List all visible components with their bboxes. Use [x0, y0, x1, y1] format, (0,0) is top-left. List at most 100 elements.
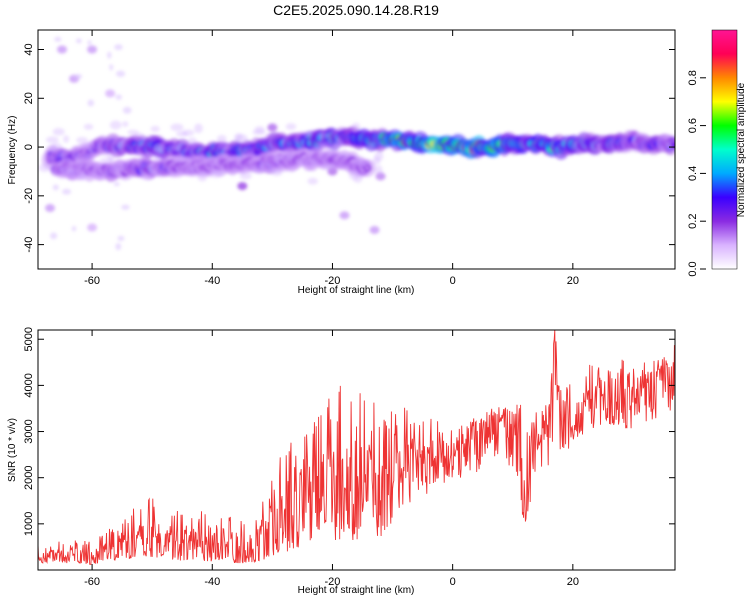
heatmap-speckle	[54, 36, 62, 42]
heatmap-speckle	[87, 99, 95, 107]
heatmap-speckle	[149, 167, 157, 178]
colorbar-tick-label: 0.4	[687, 166, 699, 181]
heatmap-speckle	[174, 143, 183, 150]
colorbar-gradient	[711, 29, 738, 270]
spectrogram-frame	[37, 29, 676, 270]
heatmap-speckle	[174, 153, 184, 162]
heatmap-speckle	[170, 123, 184, 132]
heatmap-speckle	[322, 164, 336, 171]
heatmap-speckle	[127, 129, 139, 135]
heatmap-speckle	[84, 153, 96, 160]
heatmap-speckle	[186, 167, 197, 173]
heatmap-speckle	[270, 166, 283, 177]
heatmap-blobs	[38, 36, 675, 251]
heatmap-speckle	[62, 188, 72, 195]
heatmap-speckle	[150, 125, 160, 132]
heatmap-speckle	[75, 157, 83, 164]
x-tick-label: -40	[204, 576, 220, 588]
x-tick-label: 0	[450, 576, 456, 588]
heatmap-speckle	[75, 38, 82, 44]
snr-line	[38, 330, 675, 565]
heatmap-core	[364, 166, 370, 170]
heatmap-speckle	[142, 154, 150, 159]
heatmap-speckle	[87, 40, 92, 46]
heatmap-speckle	[331, 143, 342, 148]
x-tick-label: 20	[567, 576, 579, 588]
heatmap-speckle	[52, 184, 59, 191]
heatmap-speckle	[114, 44, 123, 51]
heatmap-speckle	[58, 166, 72, 175]
heatmap-speckle	[45, 204, 56, 213]
colorbar: 0.0 0.2 0.4 0.6 0.8 Normalized spectral ampl…	[687, 29, 747, 277]
heatmap-speckle	[122, 121, 129, 127]
heatmap-speckle	[113, 182, 120, 187]
snr-xlabel: Height of straight line (km)	[298, 585, 415, 596]
snr-series-line	[38, 330, 675, 565]
heatmap-speckle	[116, 70, 126, 77]
colorbar-ticks: 0.0 0.2 0.4 0.6 0.8	[687, 70, 706, 277]
heatmap-speckle	[307, 157, 318, 167]
y-tick-label: 2000	[23, 465, 35, 489]
x-tick-label: 0	[450, 275, 456, 287]
y-tick-label: 3000	[23, 419, 35, 443]
heatmap-speckle	[237, 182, 248, 191]
heatmap-speckle	[285, 123, 297, 130]
heatmap-speckle	[339, 151, 350, 158]
colorbar-label: Normalized spectral amplitude	[736, 82, 747, 217]
heatmap-speckle	[54, 150, 68, 158]
colorbar-tick-label: 0.8	[687, 70, 699, 85]
heatmap-speckle	[239, 171, 252, 180]
spectrogram-panel: -60 -40 -20 0 20 -40 -20 0 20 40 Height of straig…	[7, 29, 676, 296]
heatmap-speckle	[76, 137, 89, 144]
heatmap-speckle	[359, 159, 370, 167]
heatmap-speckle	[153, 153, 163, 164]
snr-frame	[37, 329, 676, 571]
heatmap-speckle	[52, 128, 65, 136]
heatmap-speckle	[51, 142, 63, 152]
heatmap-speckle	[321, 141, 332, 151]
heatmap-speckle	[375, 165, 383, 176]
heatmap-speckle	[149, 163, 162, 168]
heatmap-core	[672, 143, 675, 148]
heatmap-speckle	[75, 163, 89, 169]
spectrogram-heatmap	[38, 36, 675, 251]
heatmap-speckle	[216, 135, 227, 143]
heatmap-speckle	[115, 242, 122, 251]
page-title: C2E5.2025.090.14.28.R19	[273, 2, 439, 18]
snr-panel: -60 -40 -20 0 20 1000 2000 3000 4000 5000 Height …	[7, 327, 676, 596]
heatmap-speckle	[140, 171, 151, 181]
heatmap-speckle	[281, 155, 294, 161]
heatmap-speckle	[63, 135, 70, 143]
heatmap-speckle	[109, 120, 122, 130]
heatmap-speckle	[188, 137, 197, 146]
x-tick-label: -60	[84, 576, 100, 588]
heatmap-speckle	[267, 123, 278, 132]
heatmap-speckle	[79, 171, 87, 181]
x-tick-label: -20	[325, 576, 341, 588]
heatmap-speckle	[369, 225, 380, 234]
heatmap-speckle	[317, 132, 329, 139]
heatmap-speckle	[57, 45, 68, 54]
colorbar-tick-label: 0.6	[687, 118, 699, 133]
snr-ylabel: SNR (10 * v/v)	[7, 418, 18, 482]
heatmap-speckle	[115, 94, 123, 100]
heatmap-speckle	[73, 74, 83, 79]
heatmap-speckle	[307, 177, 318, 185]
heatmap-speckle	[259, 162, 273, 172]
x-tick-label: -20	[325, 275, 341, 287]
spectrogram-axes: -60 -40 -20 0 20 -40 -20 0 20 40	[23, 30, 675, 287]
x-tick-label: 20	[567, 275, 579, 287]
y-tick-label: 1000	[23, 512, 35, 536]
heatmap-speckle	[122, 106, 132, 114]
colorbar-tick-label: 0.0	[687, 261, 699, 276]
heatmap-speckle	[49, 155, 56, 162]
heatmap-speckle	[38, 163, 51, 172]
y-tick-label: 40	[23, 43, 35, 55]
heatmap-speckle	[209, 158, 221, 167]
heatmap-speckle	[274, 155, 284, 160]
heatmap-speckle	[133, 132, 145, 142]
heatmap-speckle	[254, 126, 265, 133]
heatmap-speckle	[348, 170, 360, 180]
heatmap-speckle	[71, 226, 77, 232]
